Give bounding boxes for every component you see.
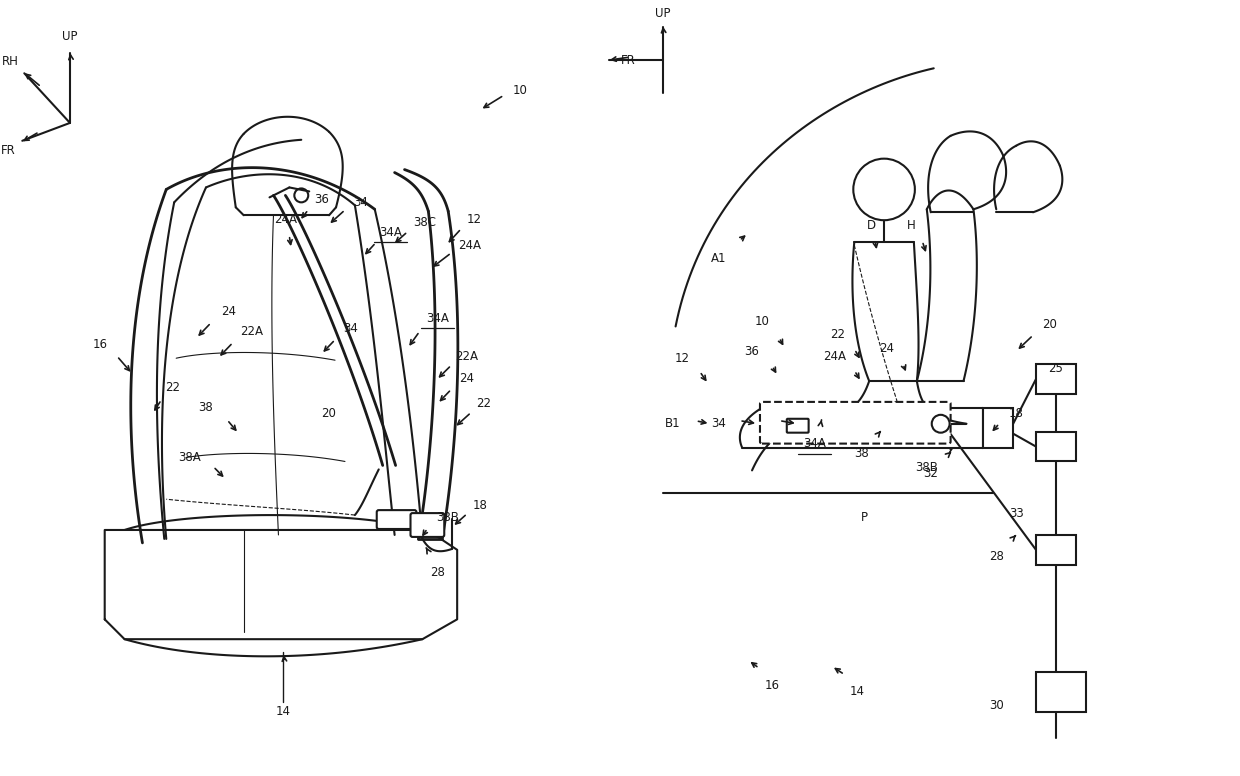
Text: 28: 28	[988, 550, 1003, 563]
Text: 36: 36	[314, 193, 329, 206]
FancyBboxPatch shape	[377, 510, 417, 529]
Bar	[983, 408, 1013, 448]
Text: 16: 16	[92, 338, 107, 351]
Text: 22A: 22A	[241, 325, 263, 338]
Text: 24: 24	[221, 305, 237, 318]
Text: 16: 16	[764, 679, 780, 692]
Text: 22: 22	[830, 328, 844, 341]
Text: 34A: 34A	[425, 312, 449, 325]
Text: 22: 22	[476, 397, 491, 411]
Text: P: P	[861, 511, 868, 524]
Text: 18: 18	[472, 499, 487, 511]
Text: 20: 20	[321, 407, 336, 421]
Text: 25: 25	[1048, 362, 1063, 375]
Text: 14: 14	[849, 685, 864, 698]
Text: 12: 12	[466, 213, 481, 226]
Text: 24A: 24A	[823, 350, 846, 362]
Text: 12: 12	[675, 352, 689, 365]
Text: 22A: 22A	[455, 350, 479, 362]
Text: 14: 14	[277, 705, 291, 718]
Bar	[1035, 431, 1076, 462]
Text: 34: 34	[343, 322, 358, 335]
Text: 30: 30	[990, 699, 1003, 712]
FancyBboxPatch shape	[760, 402, 951, 444]
Bar	[1035, 535, 1076, 565]
Text: 24A: 24A	[274, 213, 296, 226]
Text: UP: UP	[655, 7, 671, 20]
Text: FR: FR	[621, 54, 636, 67]
Text: 28: 28	[430, 566, 445, 579]
Text: 38B: 38B	[915, 461, 939, 474]
Text: 22: 22	[165, 382, 180, 394]
Text: 38B: 38B	[435, 511, 459, 524]
Text: 38C: 38C	[413, 216, 436, 229]
Text: 24A: 24A	[459, 238, 481, 251]
Text: A1: A1	[711, 252, 727, 265]
FancyBboxPatch shape	[410, 513, 444, 537]
Text: 34A: 34A	[804, 437, 826, 450]
FancyBboxPatch shape	[787, 419, 808, 433]
Text: 34A: 34A	[379, 226, 402, 239]
Text: B1: B1	[665, 417, 681, 430]
Text: 33: 33	[1009, 507, 1023, 520]
Text: 10: 10	[754, 315, 769, 328]
Text: 18: 18	[1008, 407, 1023, 421]
Text: UP: UP	[62, 30, 78, 43]
Text: 34: 34	[353, 196, 368, 209]
Text: 32: 32	[924, 467, 939, 480]
Text: 24: 24	[879, 341, 894, 355]
Bar	[1035, 364, 1076, 394]
Text: FR: FR	[1, 144, 16, 158]
Text: D: D	[867, 219, 875, 232]
Text: 36: 36	[744, 345, 759, 358]
Text: 38: 38	[854, 447, 869, 460]
Text: H: H	[906, 219, 915, 232]
Text: 20: 20	[1043, 318, 1058, 331]
Bar	[1035, 672, 1086, 712]
Text: 38A: 38A	[177, 451, 201, 464]
Text: 10: 10	[512, 84, 527, 97]
Text: RH: RH	[2, 55, 19, 68]
Text: 24: 24	[460, 372, 475, 385]
Text: 34: 34	[711, 417, 725, 430]
Text: 38: 38	[198, 401, 213, 414]
